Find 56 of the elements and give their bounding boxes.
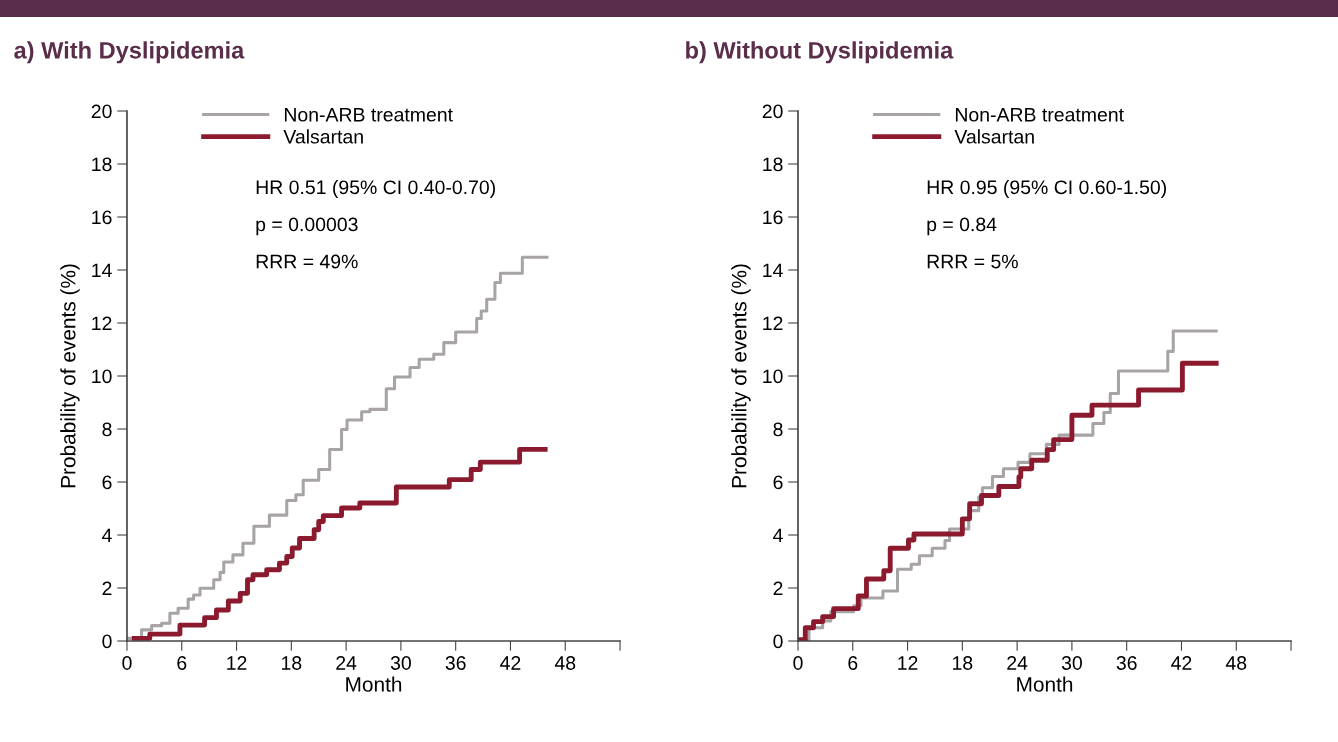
- y-tick-label: 10: [92, 369, 112, 384]
- y-tick-label: 16: [92, 210, 112, 225]
- x-axis-title: Month: [346, 676, 402, 692]
- y-tick-label: 0: [773, 634, 783, 649]
- legend-label: Valsartan: [954, 129, 1034, 144]
- x-tick-label: 12: [898, 656, 918, 670]
- legend-label: Non-ARB treatment: [284, 108, 453, 122]
- y-tick-label: 8: [102, 422, 112, 437]
- x-tick-label: 24: [1007, 656, 1028, 670]
- y-tick-label: 14: [92, 263, 112, 278]
- y-tick-label: 20: [762, 104, 783, 119]
- x-tick-label: 36: [445, 656, 466, 670]
- y-tick-label: 18: [92, 157, 112, 172]
- annotation: p = 0.00003: [256, 217, 358, 236]
- y-tick-label: 4: [102, 528, 112, 543]
- x-tick-label: 48: [554, 656, 576, 670]
- y-tick-label: 12: [92, 316, 112, 331]
- annotation: p = 0.84: [927, 217, 997, 236]
- chart-title: b) Without Dyslipidemia: [686, 41, 954, 64]
- x-axis-title: Month: [1017, 676, 1073, 692]
- y-tick-label: 12: [763, 316, 783, 331]
- x-tick-label: 36: [1116, 656, 1137, 670]
- y-tick-label: 10: [763, 369, 783, 384]
- x-tick-label: 18: [953, 656, 973, 670]
- x-tick-label: 12: [227, 656, 247, 670]
- y-tick-label: 20: [91, 104, 112, 119]
- x-tick-label: 42: [500, 656, 521, 670]
- y-tick-label: 2: [773, 581, 783, 596]
- y-axis-title: Probability of events (%): [60, 264, 80, 488]
- y-tick-label: 16: [763, 210, 783, 225]
- x-tick-label: 0: [122, 656, 132, 670]
- y-tick-label: 4: [773, 528, 783, 543]
- chart-title: a) With Dyslipidemia: [14, 41, 245, 64]
- legend-label: Non-ARB treatment: [955, 108, 1124, 122]
- x-tick-label: 0: [793, 656, 803, 670]
- y-tick-label: 6: [102, 475, 112, 490]
- x-tick-label: 42: [1171, 656, 1192, 670]
- annotation: RRR = 5%: [927, 254, 1018, 269]
- annotation: HR 0.51 (95% CI 0.40-0.70): [256, 179, 495, 199]
- x-tick-label: 48: [1225, 656, 1247, 670]
- x-tick-label: 18: [282, 656, 302, 670]
- x-tick-label: 6: [177, 656, 187, 670]
- y-tick-label: 14: [763, 263, 783, 278]
- annotation: RRR = 49%: [256, 254, 358, 269]
- y-tick-label: 2: [102, 581, 112, 596]
- y-tick-label: 6: [773, 475, 783, 490]
- annotation: HR 0.95 (95% CI 0.60-1.50): [927, 179, 1166, 199]
- x-tick-label: 30: [1061, 656, 1082, 670]
- y-tick-label: 18: [763, 157, 783, 172]
- x-tick-label: 6: [848, 656, 858, 670]
- x-tick-label: 24: [336, 656, 357, 670]
- y-tick-label: 0: [102, 634, 112, 649]
- legend-label: Valsartan: [283, 129, 363, 144]
- x-tick-label: 30: [390, 656, 411, 670]
- y-axis-title: Probability of events (%): [731, 264, 751, 488]
- y-tick-label: 8: [773, 422, 783, 437]
